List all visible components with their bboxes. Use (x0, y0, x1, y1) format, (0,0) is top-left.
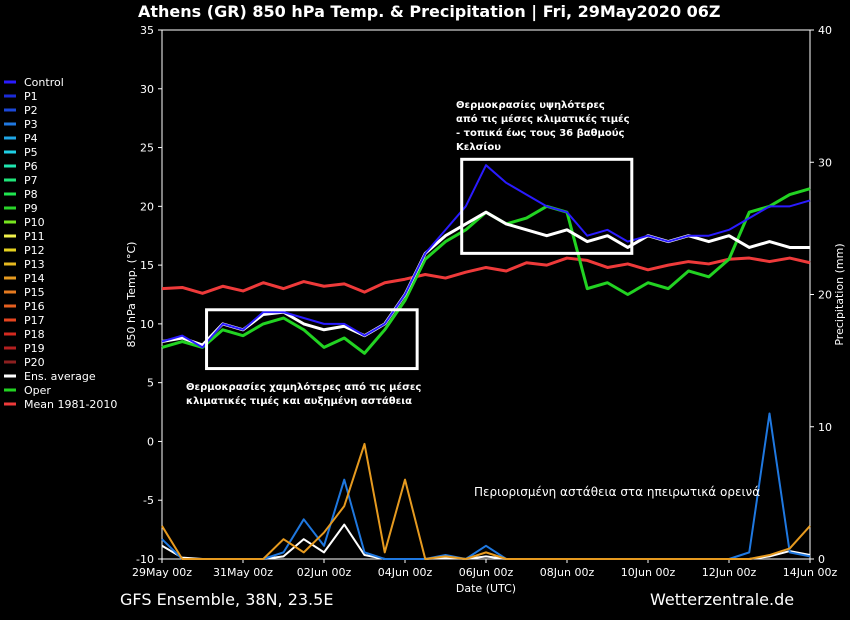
legend-label: P18 (24, 328, 45, 341)
legend-label: P19 (24, 342, 45, 355)
legend: ControlP1P2P3P4P5P6P7P8P9P10P11P12P13P14… (4, 76, 117, 411)
legend-label: P11 (24, 230, 45, 243)
y-tick-label-right: 0 (818, 553, 825, 566)
annotation-instability-text: Περιορισμένη αστάθεια στα ηπειρωτικά ορε… (474, 485, 760, 499)
x-tick-label: 02Jun 00z (297, 566, 352, 579)
page-title: Athens (GR) 850 hPa Temp. & Precipitatio… (138, 2, 721, 21)
footer-source: GFS Ensemble, 38N, 23.5E (120, 590, 334, 609)
legend-label: P2 (24, 104, 38, 117)
x-tick-label: 06Jun 00z (459, 566, 514, 579)
legend-label: P4 (24, 132, 38, 145)
legend-label: P10 (24, 216, 45, 229)
annotation-high-text: Θερμοκρασίες υψηλότερες (456, 99, 605, 111)
precip-line (161, 442, 811, 560)
annotations: Θερμοκρασίες υψηλότερες από τις μέσες κλι… (186, 99, 760, 499)
annotation-box-high (460, 157, 634, 255)
legend-label: Control (24, 76, 64, 89)
y-tick-label-right: 40 (818, 24, 832, 37)
annotation-high-text: από τις μέσες κλιματικές τιμές (456, 113, 630, 125)
legend-label: P5 (24, 146, 38, 159)
legend-label: P8 (24, 188, 38, 201)
series-line (161, 210, 810, 347)
x-axis-label: Date (UTC) (456, 582, 516, 595)
y-tick-label-right: 20 (818, 289, 832, 302)
y-tick-label-left: 0 (147, 435, 154, 448)
legend-label: P20 (24, 356, 45, 369)
footer-credit: Wetterzentrale.de (650, 590, 795, 609)
annotation-low-text: Θερμοκρασίες χαμηλότερες από τις μέσες (186, 381, 421, 393)
y-tick-label-left: 30 (140, 83, 154, 96)
y-tick-label-left: 35 (140, 24, 154, 37)
legend-label: P14 (24, 272, 45, 285)
y-axis-label-left: 850 hPa Temp. (°C) (125, 242, 138, 348)
legend-label: P15 (24, 286, 45, 299)
legend-label: P16 (24, 300, 45, 313)
y-tick-label-left: 10 (140, 318, 154, 331)
y-tick-label-left: -10 (136, 553, 154, 566)
legend-label: P12 (24, 244, 45, 257)
annotation-high-text: Κελσίου (456, 141, 501, 153)
legend-label: P9 (24, 202, 38, 215)
y-tick-label-left: 15 (140, 259, 154, 272)
legend-label: P6 (24, 160, 38, 173)
legend-label: P7 (24, 174, 38, 187)
y-tick-label-right: 30 (818, 156, 832, 169)
precip-line (161, 523, 811, 560)
legend-label: P3 (24, 118, 38, 131)
legend-label: P13 (24, 258, 45, 271)
annotation-box-low (205, 308, 419, 371)
series-lines (161, 164, 811, 355)
x-tick-label: 29May 00z (132, 566, 192, 579)
x-tick-label: 04Jun 00z (378, 566, 433, 579)
x-tick-label: 14Jun 00z (783, 566, 838, 579)
legend-label: Mean 1981-2010 (24, 398, 117, 411)
x-tick-label: 31May 00z (213, 566, 273, 579)
axes: 35 30 25 20 15 10 5 0 -5 -10 40 30 20 10 0 29May 00z 31M… (125, 24, 846, 595)
y-tick-label-left: 20 (140, 200, 154, 213)
y-tick-label-left: -5 (143, 494, 154, 507)
y-tick-label-left: 5 (147, 377, 154, 390)
x-tick-label: 12Jun 00z (702, 566, 757, 579)
legend-label: Oper (24, 384, 51, 397)
legend-label: P1 (24, 90, 38, 103)
series-line (161, 256, 811, 295)
x-tick-label: 10Jun 00z (621, 566, 676, 579)
legend-label: P17 (24, 314, 45, 327)
legend-label: Ens. average (24, 370, 96, 383)
y-tick-label-right: 10 (818, 421, 832, 434)
precip-lines (161, 412, 811, 560)
annotation-high-text: - τοπικά έως τους 36 βαθμούς (456, 127, 625, 139)
x-tick-label: 08Jun 00z (540, 566, 595, 579)
y-tick-label-left: 25 (140, 142, 154, 155)
annotation-low-text: κλιματικές τιμές και αυξημένη αστάθεια (186, 395, 412, 407)
series-line (161, 164, 811, 349)
y-axis-label-right: Precipitation (mm) (833, 243, 846, 345)
